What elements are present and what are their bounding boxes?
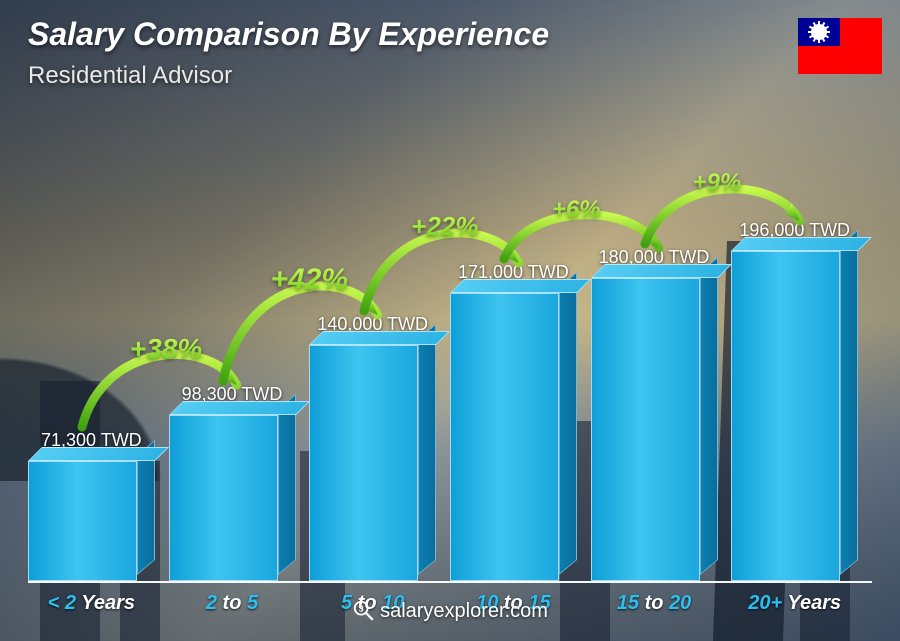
bar-5: 196,000 TWD20+ Years [731, 220, 858, 581]
bar-shape [450, 293, 577, 581]
bar-3: 171,000 TWD10 to 15 [450, 262, 577, 581]
bar-shape [591, 278, 718, 581]
bar-4: 180,000 TWD15 to 20 [591, 247, 718, 581]
magnifier-dollar-icon: $ [352, 599, 374, 621]
bar-1: 98,300 TWD2 to 5 [169, 384, 296, 581]
chart-title: Salary Comparison By Experience [28, 16, 549, 53]
attribution-text: salaryexplorer.com [380, 600, 548, 622]
svg-text:$: $ [359, 604, 364, 613]
bar-shape [28, 461, 155, 581]
attribution: $ salaryexplorer.com [0, 599, 900, 623]
flag-sun-icon [811, 24, 827, 40]
bar-shape [169, 415, 296, 581]
bar-chart: 71,300 TWD< 2 Years98,300 TWD2 to 5140,0… [28, 120, 858, 581]
infographic-canvas: Salary Comparison By Experience Resident… [0, 0, 900, 641]
bar-shape [731, 251, 858, 581]
bar-shape [309, 345, 436, 581]
bar-2: 140,000 TWD5 to 10 [309, 314, 436, 581]
footer-divider [28, 581, 872, 583]
flag-taiwan-icon [798, 18, 882, 74]
bar-0: 71,300 TWD< 2 Years [28, 430, 155, 581]
chart-subtitle: Residential Advisor [28, 62, 232, 90]
